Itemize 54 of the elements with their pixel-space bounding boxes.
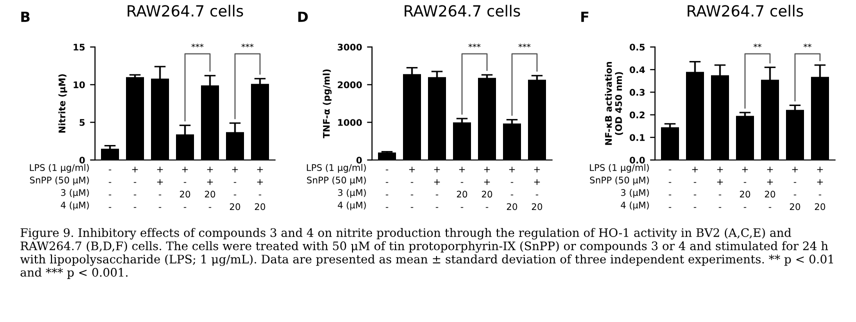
text: LPS (1 μg/ml) SnPP (50 μM) 3 (μM) 4 (μM): [590, 164, 649, 210]
annotation: **: [754, 44, 762, 48]
y-tick-label: 1000: [338, 119, 362, 126]
x-tick-label: + + - 20: [814, 166, 826, 210]
annotation: ***: [192, 44, 204, 48]
category-label: + - - -: [409, 166, 415, 208]
text: F: [581, 12, 588, 22]
category-label: + + - -: [434, 166, 440, 208]
x-tick-label: + + - 20: [254, 166, 266, 210]
text: LPS (1 μg/ml) SnPP (50 μM) 3 (μM) 4 (μM): [30, 164, 89, 210]
y-tick-label: 3000: [338, 44, 362, 51]
annotation: **: [804, 44, 812, 48]
y-axis-title: NF-κB activation (OD 450 nm): [604, 62, 624, 145]
x-tick-label: + + 20 -: [764, 166, 776, 208]
x-tick-label: + + 20 -: [482, 166, 492, 208]
y-axis-title: Nitrite (μM): [58, 74, 68, 133]
caption: Figure 9. Inhibitory effects of compounds 3 and 4 on nitrite production through the regulation of HO-1 activity in BV2 (A,C,E) and RAW264.7 (B,D,F) cells. The cells were treated with 50 μM of tin protoporphyrin-IX (SnPP) or compounds 3 or 4 and stimulated for 24 h with lipopolysaccharide (LPS; 1 μg/mL). Data are presented as mean ± standard deviation of three independent experiments. ** p < 0.01 and *** p < 0.001.: [20, 228, 834, 279]
category-label: + - - 20: [506, 166, 518, 210]
y-axis-title: TNF-α (pg/ml): [322, 69, 332, 138]
y-tick-label: 2000: [338, 81, 362, 88]
x-tick-label: + - 20 -: [180, 166, 190, 208]
category-label: + - - -: [692, 166, 698, 208]
chart-title: RAW264.7 cells: [128, 4, 244, 17]
category-label: + - - 20: [230, 166, 240, 210]
y-tick-label: 0.1: [630, 134, 645, 141]
category-label: + - - 20: [790, 166, 800, 210]
x-tick-label: + + - 20: [532, 166, 542, 210]
category-label: - - - -: [108, 170, 112, 208]
text: LPS (1 μg/ml) SnPP (50 μM) 3 (μM) 4 (μM): [306, 164, 366, 210]
annotation: ***: [468, 44, 480, 48]
x-tick-label: + + 20 -: [204, 166, 216, 208]
y-tick-label: 5: [80, 119, 85, 126]
annotation: ***: [518, 44, 530, 48]
text: D: [298, 12, 308, 22]
category-label: - - - -: [668, 170, 672, 208]
x-tick-label: + - 20 -: [456, 166, 468, 208]
y-tick-label: 0.3: [630, 88, 645, 96]
category-label: + - - -: [132, 166, 138, 208]
y-tick-label: 0: [356, 156, 362, 164]
y-tick-label: 0.4: [630, 66, 645, 74]
y-tick-label: 0: [79, 156, 85, 164]
chart-title: RAW264.7 cells: [688, 4, 804, 17]
category-label: + + - -: [717, 166, 723, 208]
text: B: [21, 12, 30, 22]
category-label: - - - -: [386, 170, 388, 208]
y-tick-label: 0.0: [630, 156, 645, 164]
y-tick-label: 0.2: [630, 112, 644, 118]
chart-title: RAW264.7 cells: [404, 4, 520, 17]
x-tick-label: + - 20 -: [740, 166, 750, 208]
y-tick-label: 10: [74, 81, 85, 88]
category-label: + + - -: [157, 166, 163, 208]
y-tick-label: 0.5: [630, 44, 645, 51]
y-tick-label: 15: [74, 44, 85, 51]
annotation: ***: [242, 44, 254, 48]
